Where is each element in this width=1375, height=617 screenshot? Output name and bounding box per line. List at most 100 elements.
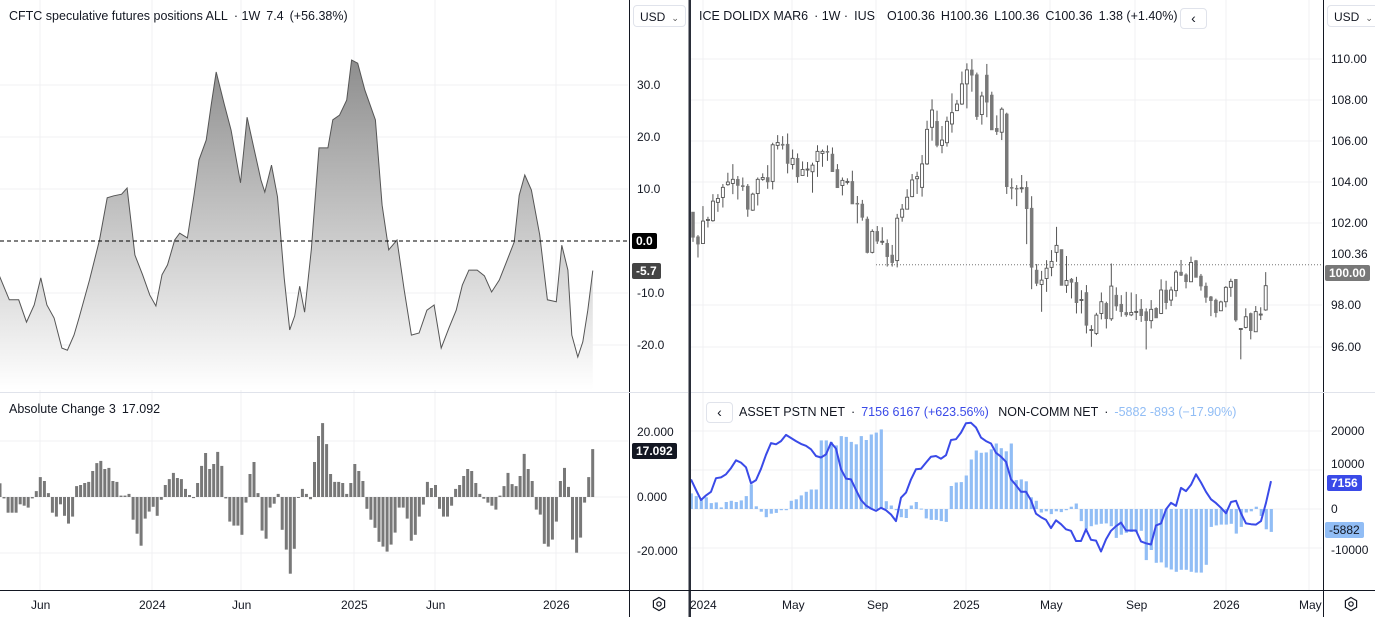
candle: [1119, 295, 1124, 317]
change-bar: [454, 488, 458, 497]
noncomm-bar: [1014, 480, 1018, 509]
candle: [1139, 299, 1143, 322]
candle: [999, 107, 1004, 141]
candle-body: [1174, 271, 1179, 292]
change-bar: [63, 497, 66, 516]
noncomm-bar: [1074, 503, 1078, 509]
left-currency-dropdown[interactable]: USD ⌄: [633, 5, 686, 27]
change-bar: [260, 497, 264, 531]
noncomm-bar: [1244, 509, 1248, 513]
change-bar: [325, 444, 329, 497]
right-currency-dropdown[interactable]: USD ⌄: [1327, 5, 1375, 27]
candle: [1164, 280, 1168, 310]
candle: [1029, 196, 1034, 290]
noncomm-bar: [1084, 509, 1088, 530]
candle-body: [691, 211, 695, 238]
candle-body: [800, 169, 805, 176]
asset-line-path: [690, 421, 1272, 553]
candle: [1258, 307, 1263, 321]
change-bar: [587, 477, 591, 497]
change-bar: [304, 493, 308, 497]
last-price-tick: 100.36: [1331, 247, 1368, 261]
candle: [775, 135, 780, 150]
candle: [845, 178, 850, 185]
candle-body: [1228, 280, 1233, 288]
collapse-indicator-legend-button[interactable]: ‹: [706, 402, 733, 423]
noncomm-net-name[interactable]: NON-COMM NET: [998, 405, 1099, 419]
change-bar: [300, 488, 304, 497]
candle-body: [985, 74, 989, 103]
candle: [870, 229, 875, 254]
candle-body: [701, 220, 705, 244]
candle: [715, 194, 720, 212]
candle-body: [1159, 289, 1164, 314]
candle-body: [1089, 329, 1094, 331]
symbol-name[interactable]: ICE DOLIDX MAR6: [699, 9, 809, 23]
candle: [1019, 175, 1024, 193]
candle: [1159, 279, 1164, 315]
gear-icon[interactable]: [1343, 596, 1359, 612]
candle: [940, 126, 944, 154]
noncomm-bar: [859, 436, 863, 509]
candle-body: [770, 144, 775, 182]
change-bar: [212, 464, 216, 497]
change-bar: [171, 472, 175, 497]
candle-body: [885, 243, 889, 257]
noncomm-bar: [1269, 509, 1273, 532]
candle: [1054, 226, 1059, 262]
candle: [835, 164, 840, 189]
noncomm-bar: [979, 452, 983, 509]
candle: [1059, 249, 1064, 286]
noncomm-bar: [769, 509, 773, 514]
candle-body: [964, 69, 969, 85]
candle-body: [1039, 279, 1044, 285]
noncomm-bar: [809, 489, 813, 509]
noncomm-bar: [954, 482, 958, 509]
candle-body: [850, 181, 855, 205]
candle-body: [730, 178, 735, 184]
change-bar: [579, 497, 583, 538]
candle: [920, 155, 925, 197]
change-bar: [256, 493, 260, 497]
collapse-legend-button[interactable]: ‹: [1180, 8, 1207, 29]
candle: [1194, 259, 1198, 278]
change-bar: [438, 497, 441, 509]
left-series-title[interactable]: CFTC speculative futures positions ALL: [9, 9, 228, 23]
indicator-axis-tick: 20.000: [637, 425, 674, 439]
candle-body: [860, 203, 865, 218]
candle: [1209, 295, 1213, 317]
change-bar: [506, 472, 510, 497]
candle-body: [1209, 296, 1213, 301]
candle-body: [1238, 328, 1243, 330]
change-bar: [42, 481, 46, 497]
candle: [985, 63, 989, 118]
change-bar: [224, 497, 228, 499]
change-bar: [252, 462, 256, 497]
noncomm-bar: [699, 498, 703, 509]
candle: [810, 162, 815, 193]
gear-icon[interactable]: [651, 596, 667, 612]
change-bar: [369, 497, 373, 520]
noncomm-net-bars: [689, 429, 1273, 573]
change-bar: [103, 469, 107, 497]
candle-body: [780, 143, 785, 146]
candle-body: [1119, 303, 1124, 313]
noncomm-bar: [1129, 509, 1133, 532]
candle: [1079, 290, 1084, 314]
indicator-name[interactable]: Absolute Change: [9, 402, 105, 416]
change-bar: [83, 483, 87, 497]
candle: [890, 244, 894, 267]
candle-body: [1084, 292, 1089, 326]
candle: [875, 226, 880, 244]
candle: [1089, 325, 1094, 347]
candle: [750, 192, 755, 211]
right-time-tick: May: [1299, 598, 1322, 612]
change-bar: [498, 495, 502, 497]
change-bar: [99, 460, 103, 497]
change-bar: [59, 497, 62, 505]
noncomm-bar: [804, 491, 808, 509]
change-bar: [200, 465, 204, 497]
asset-pstn-net-name[interactable]: ASSET PSTN NET: [739, 405, 846, 419]
noncomm-bar: [759, 509, 763, 512]
